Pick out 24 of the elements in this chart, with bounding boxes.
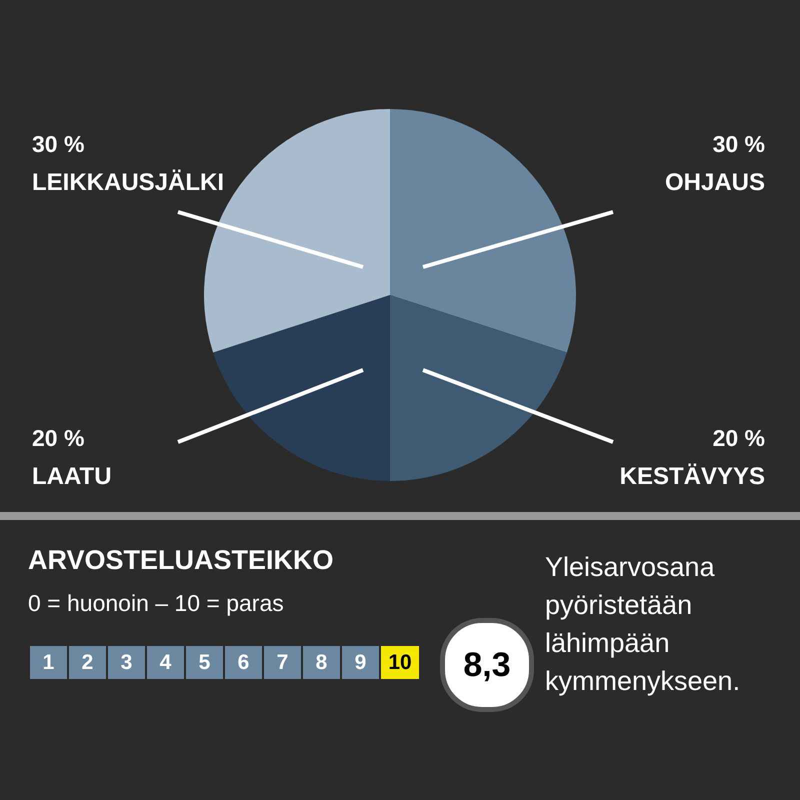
data-label: 30 % bbox=[32, 131, 84, 157]
pie-slice bbox=[390, 295, 567, 481]
data-label: 20 % bbox=[712, 425, 765, 451]
text: 7 bbox=[264, 646, 301, 679]
text: 4 bbox=[147, 646, 184, 679]
data-label: 30 % bbox=[712, 131, 765, 157]
text: ARVOSTELUASTEIKKO bbox=[28, 545, 334, 576]
text: 5 bbox=[186, 646, 223, 679]
text: 0 = huonoin – 10 = paras bbox=[28, 590, 284, 617]
data-label: 20 % bbox=[32, 425, 84, 451]
text: 3 bbox=[108, 646, 145, 679]
slice-label: LAATU bbox=[32, 463, 112, 490]
pie-slice bbox=[390, 109, 576, 352]
text: 10 bbox=[381, 646, 419, 679]
text: 6 bbox=[225, 646, 262, 679]
text: Yleisarvosana pyöristetään lähimpään kymmenykseen. bbox=[545, 551, 742, 698]
slice-label: LEIKKAUSJÄLKI bbox=[32, 169, 224, 196]
text: 1 bbox=[30, 646, 67, 679]
slice-label: OHJAUS bbox=[664, 169, 765, 196]
text: 8 bbox=[303, 646, 340, 679]
text: 9 bbox=[342, 646, 379, 679]
pie-slice bbox=[213, 295, 390, 481]
slice-label: KESTÄVYYS bbox=[620, 463, 765, 490]
text: 2 bbox=[69, 646, 106, 679]
